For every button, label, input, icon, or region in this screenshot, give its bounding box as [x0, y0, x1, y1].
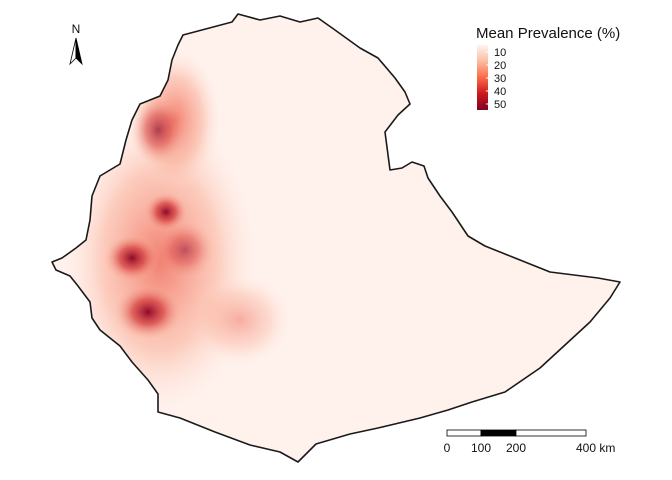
scale-label-400: 400 km: [576, 441, 615, 455]
legend-tick-label: 20: [494, 60, 506, 72]
southwest-light-zone: [190, 275, 290, 365]
inner-west-hotspot: [155, 220, 215, 280]
north-arrow-left-half: [69, 37, 77, 66]
scale-label-0: 0: [444, 441, 451, 455]
scale-label-100: 100: [471, 441, 491, 455]
legend-tick-label: 40: [494, 86, 506, 98]
legend-title: Mean Prevalence (%): [476, 25, 620, 42]
scale-bar: 0 100 200 400 km: [444, 429, 615, 455]
north-arrow-right-half: [75, 37, 83, 66]
northwest-hotspot: [130, 95, 186, 165]
north-label: N: [72, 22, 81, 36]
legend-tick-label: 30: [494, 73, 506, 85]
scale-segment-2: [515, 429, 587, 437]
southwest-hotspot: [114, 284, 182, 340]
legend-tick-label: 50: [494, 99, 506, 111]
scale-segment-1: [480, 429, 517, 437]
legend-tick-label: 10: [494, 47, 506, 59]
ethiopia-country-shape: [51, 13, 621, 463]
scale-label-200: 200: [506, 441, 526, 455]
legend-colorbar: [477, 45, 488, 110]
prevalence-surface: [65, 50, 290, 410]
scale-segment-0: [446, 429, 482, 437]
country-border: [51, 13, 621, 463]
west-hotspot: [104, 234, 160, 282]
north-arrow-icon: N: [69, 22, 83, 66]
